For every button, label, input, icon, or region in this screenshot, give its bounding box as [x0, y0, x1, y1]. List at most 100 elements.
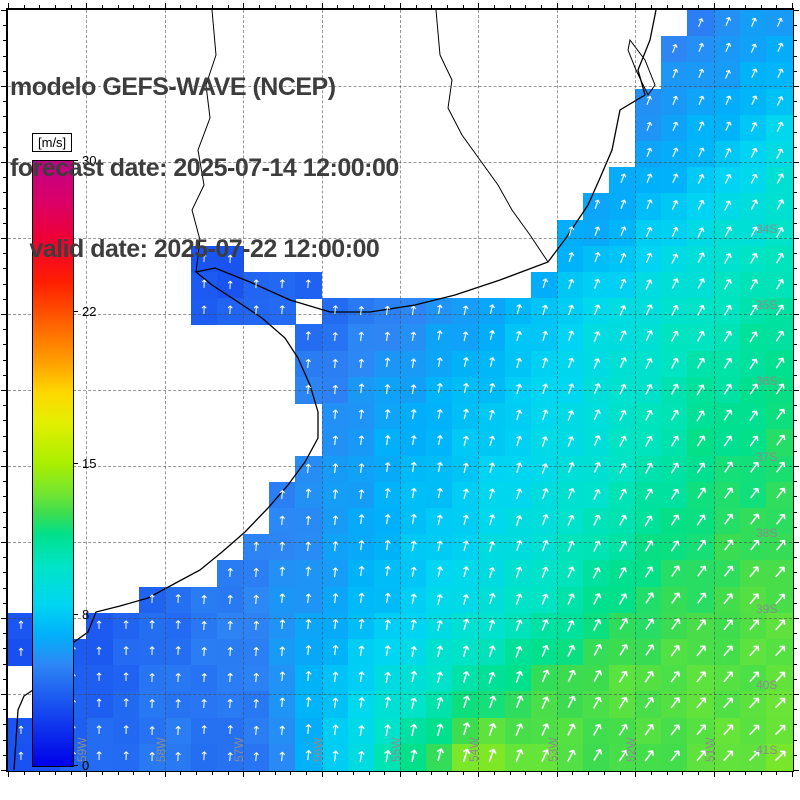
- wave-cell: [556, 350, 584, 378]
- wave-cell: [739, 403, 767, 430]
- forecast-date-line: forecast date: 2025-07-14 12:00:00: [10, 154, 399, 182]
- wave-cell: [739, 114, 767, 142]
- frame-tick: [794, 602, 797, 604]
- wave-cell: [635, 638, 663, 666]
- wave-cell: [661, 403, 689, 430]
- frame-tick: [556, 3, 558, 8]
- frame-tick: [352, 772, 354, 775]
- frame-tick: [447, 772, 449, 775]
- wave-cell: [347, 350, 375, 378]
- frame-tick: [431, 5, 433, 8]
- frame-tick: [525, 5, 527, 8]
- frame-tick: [258, 772, 260, 775]
- wave-cell: [661, 350, 689, 378]
- frame-tick: [603, 772, 605, 775]
- frame-tick: [794, 207, 797, 209]
- wave-cell: [687, 429, 715, 457]
- wave-cell: [582, 403, 610, 430]
- frame-tick: [86, 3, 88, 8]
- wave-cell: [635, 560, 663, 588]
- frame-tick: [776, 5, 778, 8]
- frame-tick: [290, 772, 292, 775]
- wave-cell: [582, 586, 610, 614]
- frame-tick: [3, 663, 6, 665]
- frame-tick: [431, 772, 433, 775]
- frame-tick: [682, 5, 684, 8]
- frame-tick: [509, 772, 511, 775]
- frame-tick: [794, 405, 797, 407]
- frame-tick: [794, 663, 797, 665]
- frame-tick: [794, 481, 797, 483]
- wave-cell: [661, 507, 689, 535]
- wave-cell: [217, 586, 244, 614]
- wave-cell: [400, 638, 427, 666]
- frame-tick: [666, 5, 668, 8]
- wave-cell: [609, 272, 636, 299]
- frame-tick: [713, 772, 715, 777]
- wave-cell: [112, 612, 140, 640]
- frame-tick: [794, 557, 797, 559]
- wave-cell: [687, 534, 715, 562]
- wave-cell: [556, 272, 584, 299]
- frame-tick: [794, 314, 799, 315]
- wave-cell: [739, 350, 767, 378]
- frame-tick: [3, 116, 6, 118]
- wave-cell: [609, 560, 636, 588]
- wave-cell: [347, 481, 375, 509]
- wave-cell: [713, 455, 741, 483]
- frame-tick: [794, 435, 797, 437]
- wave-cell: [321, 403, 349, 430]
- frame-tick: [794, 374, 797, 376]
- frame-tick: [794, 146, 797, 148]
- frame-tick: [794, 526, 797, 528]
- wave-cell: [661, 219, 689, 247]
- frame-tick: [462, 5, 464, 8]
- frame-tick: [619, 5, 621, 8]
- wave-cell: [243, 560, 271, 588]
- frame-tick: [794, 70, 797, 72]
- wave-cell: [321, 481, 349, 509]
- wave-cell: [478, 350, 506, 378]
- frame-tick: [3, 40, 6, 42]
- wave-cell: [556, 638, 584, 666]
- frame-tick: [541, 772, 543, 775]
- wave-cell: [582, 245, 610, 273]
- frame-tick: [682, 772, 684, 775]
- frame-tick: [794, 329, 797, 331]
- wave-cell: [739, 141, 767, 168]
- wave-cell: [713, 324, 741, 352]
- frame-tick: [227, 5, 229, 8]
- wave-cell: [609, 167, 636, 195]
- frame-tick: [8, 3, 9, 8]
- wave-cell: [478, 481, 506, 509]
- wave-cell: [713, 62, 741, 90]
- wave-cell: [609, 219, 636, 247]
- frame-tick: [1, 390, 6, 391]
- wave-cell: [687, 455, 715, 483]
- wave-cell: [426, 298, 453, 326]
- frame-tick: [102, 5, 104, 8]
- wave-cell: [661, 167, 689, 195]
- wave-cell: [478, 534, 506, 562]
- wave-cell: [478, 298, 506, 326]
- wave-cell: [687, 560, 715, 588]
- frame-tick: [211, 5, 213, 8]
- wave-cell: [739, 193, 767, 221]
- wave-cell: [661, 141, 689, 168]
- frame-tick: [556, 772, 558, 777]
- wave-cell: [635, 245, 663, 273]
- wave-cell: [190, 665, 218, 693]
- wave-cell: [530, 507, 558, 535]
- wave-cell: [635, 612, 663, 640]
- wave-cell: [765, 534, 793, 562]
- frame-tick: [794, 359, 797, 361]
- wave-cell: [739, 167, 767, 195]
- wave-cell: [504, 298, 532, 326]
- wave-cell: [582, 560, 610, 588]
- wave-cell: [452, 481, 480, 509]
- wave-cell: [452, 560, 480, 588]
- wave-cell: [373, 403, 401, 430]
- frame-tick: [3, 587, 6, 589]
- frame-tick: [794, 238, 799, 239]
- wave-cell: [739, 586, 767, 614]
